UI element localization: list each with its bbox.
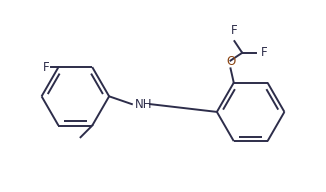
Text: NH: NH: [134, 98, 152, 111]
Text: F: F: [231, 24, 238, 37]
Text: O: O: [226, 55, 235, 68]
Text: F: F: [43, 61, 49, 74]
Text: F: F: [260, 46, 267, 59]
